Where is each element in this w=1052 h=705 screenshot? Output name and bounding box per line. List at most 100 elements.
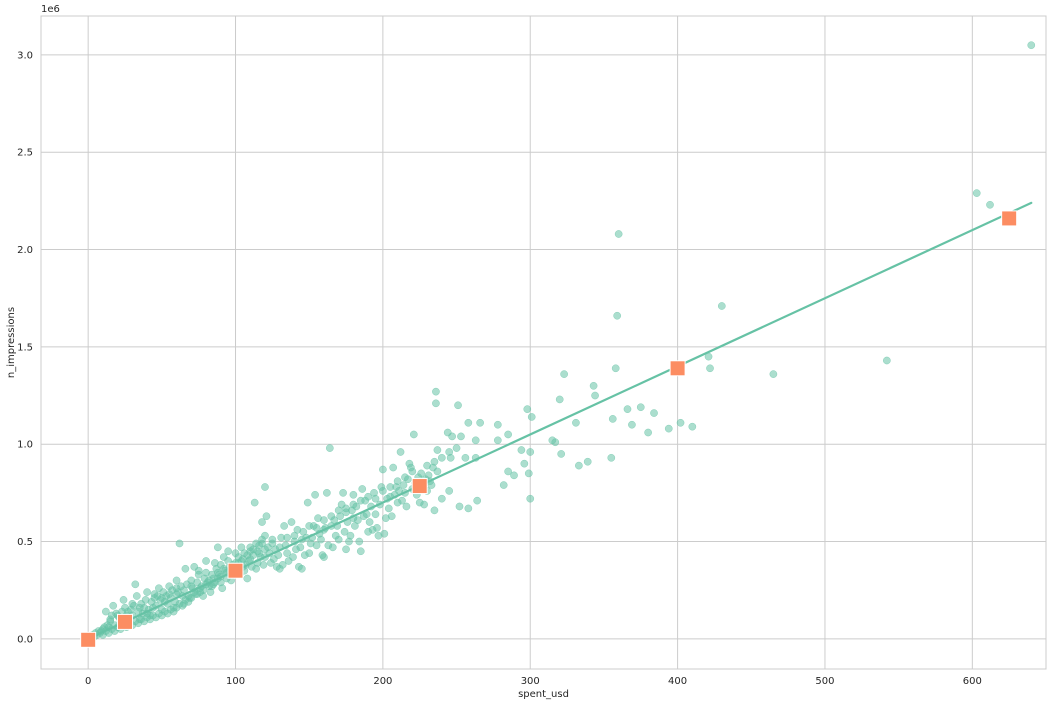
scatter-point [342, 504, 350, 513]
y-tick-label: 3.0 [17, 50, 33, 61]
orange-square-markers [80, 210, 1018, 648]
x-axis-label: spent_usd [518, 689, 569, 700]
x-tick-label: 100 [226, 676, 245, 687]
scatter-point [334, 506, 343, 515]
scatter-point [551, 438, 560, 447]
scatter-point [409, 430, 418, 439]
square-marker [116, 613, 133, 630]
y-offset-label: 1e6 [41, 4, 60, 15]
scatter-point [510, 471, 518, 480]
grid [41, 16, 1046, 669]
scatter-point [303, 498, 312, 507]
scatter-point [526, 448, 535, 456]
scatter-point [202, 568, 210, 577]
regression-line-group [87, 201, 1033, 640]
y-tick-label: 0.5 [17, 537, 33, 548]
scatter-point [644, 428, 652, 437]
scatter-point [261, 483, 269, 491]
scatter-point [650, 409, 658, 417]
scatter-point [101, 607, 110, 616]
scatter-point [608, 415, 617, 423]
scatter-point [437, 494, 446, 503]
scatter-point [312, 524, 321, 532]
scatter-point [402, 502, 411, 511]
scatter-point [396, 448, 405, 456]
y-tick-labels: 0.0 0.5 1.0 1.5 2.0 2.5 3.0 [17, 50, 33, 645]
scatter-point [258, 518, 266, 526]
scatter-point [311, 490, 319, 499]
scatter-point [119, 596, 128, 604]
scatter-point [457, 432, 465, 441]
regression-line [87, 201, 1033, 640]
scatter-point [430, 457, 439, 466]
scatter-point [353, 516, 362, 524]
scatter-point [611, 364, 620, 373]
scatter-point [379, 487, 387, 495]
scatter-point [306, 539, 315, 548]
scatter-point [972, 189, 981, 197]
scatter-point [355, 537, 364, 546]
scatter-point [589, 381, 598, 390]
scatter-point [437, 453, 446, 462]
x-tick-label: 500 [815, 676, 834, 687]
scatter-point [560, 370, 568, 378]
scatter-point [213, 543, 222, 552]
scatter-point [393, 477, 402, 486]
scatter-point [461, 453, 470, 462]
y-tick-label: 2.0 [17, 245, 33, 256]
scatter-points [85, 41, 1036, 643]
scatter-point [504, 467, 512, 476]
scatter-point [591, 391, 599, 400]
scatter-point [283, 533, 291, 542]
scatter-point [272, 562, 281, 571]
scatter-point [300, 551, 309, 559]
scatter-point [504, 430, 512, 439]
scatter-point [379, 465, 387, 474]
scatter-point [131, 580, 140, 589]
scatter-point [614, 230, 623, 238]
scatter-point [325, 444, 334, 452]
y-tick-label: 2.5 [17, 148, 33, 159]
scatter-point [386, 483, 395, 491]
scatter-point [216, 561, 225, 569]
scatter-point [443, 428, 452, 437]
scatter-point [688, 422, 697, 431]
scatter-point [259, 561, 268, 569]
scatter-point [324, 541, 333, 550]
scatter-point [349, 500, 358, 509]
scatter-point [527, 413, 536, 421]
scatter-point [106, 615, 115, 624]
scatter-point [607, 453, 616, 462]
scatter-point [165, 590, 174, 598]
scatter-point [150, 590, 159, 598]
scatter-point [320, 553, 328, 561]
scatter-point [664, 424, 673, 433]
scatter-point [202, 557, 210, 565]
plot-frame [40, 15, 1047, 670]
scatter-point [493, 436, 502, 445]
y-axis-label: n_impressions [6, 307, 17, 378]
scatter-point [517, 446, 526, 454]
y-tick-label: 0.0 [17, 634, 33, 645]
square-marker [227, 562, 244, 579]
scatter-point [128, 599, 137, 608]
scatter-point [262, 512, 271, 521]
scatter-point [476, 418, 484, 427]
scatter-point [268, 539, 277, 548]
scatter-point [555, 395, 564, 404]
scatter-point [283, 549, 291, 558]
x-tick-label: 0 [85, 676, 91, 687]
scatter-point [320, 516, 328, 524]
y-tick-label: 1.5 [17, 342, 33, 353]
scatter-point [342, 545, 350, 554]
scatter-point [398, 496, 406, 505]
scatter-point [290, 531, 299, 540]
scatter-point [613, 311, 622, 320]
scatter-point [452, 444, 461, 452]
scatter-point [296, 543, 305, 552]
square-marker [80, 631, 97, 648]
scatter-point [371, 510, 380, 519]
scatter-point [524, 469, 533, 478]
scatter-point [445, 487, 454, 495]
